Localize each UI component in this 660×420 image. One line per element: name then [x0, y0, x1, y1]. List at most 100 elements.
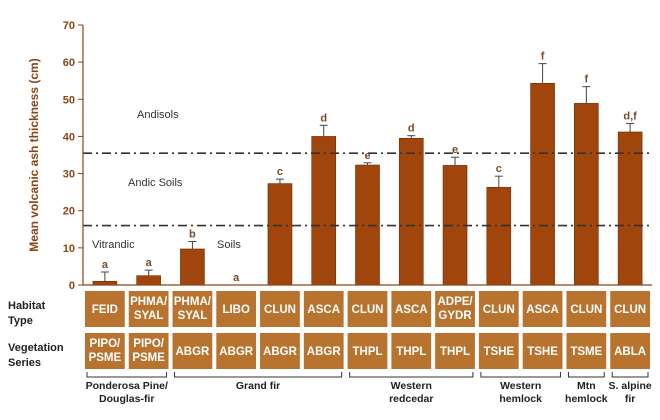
cell-box-habitat-1	[85, 291, 125, 327]
group-label-3: Western	[391, 380, 432, 392]
row-label-2: Series	[8, 357, 41, 369]
cell-box-series-13	[610, 333, 650, 369]
zone-label-1: Andisols	[137, 109, 179, 121]
habitat-label-2: SYAL	[134, 310, 164, 322]
habitat-label-9: GYDR	[438, 310, 472, 322]
significance-letter-1: a	[102, 259, 109, 271]
y-tick-label: 0	[69, 280, 75, 292]
group-labels: Ponderosa Pine/Douglas-fir Grand fir Weste…	[86, 372, 652, 405]
cell-box-habitat-6	[303, 291, 344, 327]
significance-letter-5: c	[277, 166, 283, 178]
cell-box-series-8	[391, 333, 432, 369]
group-label-5: hemlock	[565, 393, 608, 405]
group-label-1: Douglas-fir	[99, 393, 154, 405]
series-label-13: ABLA	[614, 346, 646, 358]
habitat-label-13: CLUN	[614, 304, 646, 316]
series-label-10: TSHE	[483, 346, 514, 358]
significance-letter-7: e	[364, 150, 370, 162]
habitat-label-8: ASCA	[395, 304, 428, 316]
group-label-5: Mtn	[577, 380, 596, 392]
cell-box-habitat-13	[610, 291, 650, 327]
cell-box-series-10	[478, 333, 519, 369]
group-bracket-1	[86, 372, 168, 378]
habitat-label-4: LIBO	[222, 304, 250, 316]
series-label-12: TSME	[570, 346, 602, 358]
cell-box-habitat-11	[522, 291, 563, 327]
series-label-2: PIPO/	[133, 338, 164, 350]
significance-letter-4: a	[233, 272, 240, 284]
habitat-label-3: SYAL	[178, 310, 208, 322]
series-label-2: PSME	[132, 352, 165, 364]
cell-box-series-3	[172, 333, 213, 369]
row-label-2: Vegetation	[8, 342, 64, 354]
significance-letter-9: e	[452, 144, 458, 156]
habitat-label-2: PHMA/	[130, 296, 168, 308]
group-label-4: Western	[500, 380, 541, 392]
group-bracket-4	[480, 372, 561, 378]
bar-12	[574, 103, 599, 286]
y-tick-label: 20	[63, 206, 75, 218]
bar-2	[136, 275, 161, 286]
y-tick-label: 10	[63, 243, 75, 255]
group-bracket-2	[174, 372, 343, 378]
cell-box-series-4	[216, 333, 257, 369]
group-label-6: fir	[625, 393, 636, 405]
habitat-label-1: FEID	[92, 304, 118, 316]
series-label-1: PSME	[89, 352, 122, 364]
axes: Mean volcanic ash thickness (cm)	[27, 25, 652, 286]
significance-letter-3: b	[189, 229, 196, 241]
group-label-4: hemlock	[499, 393, 542, 405]
cell-box-habitat-4	[216, 291, 257, 327]
group-bracket-5	[567, 372, 605, 378]
series-label-9: THPL	[440, 346, 470, 358]
cell-box-habitat-3	[172, 291, 213, 327]
significance-letter-8: d	[408, 123, 415, 135]
cell-box-habitat-5	[260, 291, 300, 327]
habitat-label-7: CLUN	[352, 304, 384, 316]
series-label-4: ABGR	[219, 346, 254, 358]
series-label-7: THPL	[352, 346, 382, 358]
bar-8	[398, 137, 424, 286]
habitat-label-11: ASCA	[526, 304, 559, 316]
habitat-label-9: ADPE/	[437, 296, 473, 308]
group-label-2: Grand fir	[236, 380, 280, 392]
significance-letter-2: a	[146, 257, 153, 269]
cell-box-habitat-12	[566, 291, 607, 327]
significance-letter-12: f	[585, 74, 589, 86]
habitat-label-3: PHMA/	[174, 296, 212, 308]
bars: a a b a c d e d e c f f d,f	[92, 51, 643, 286]
habitat-label-5: CLUN	[264, 304, 296, 316]
group-label-3: redcedar	[389, 393, 433, 405]
significance-letter-6: d	[320, 112, 327, 124]
row-label-1: Habitat	[8, 300, 46, 312]
series-label-3: ABGR	[175, 346, 210, 358]
cell-box-series-5	[260, 333, 300, 369]
significance-letter-13: d,f	[623, 110, 637, 122]
bar-3	[180, 248, 205, 286]
habitat-label-10: CLUN	[483, 304, 515, 316]
series-label-11: TSHE	[527, 346, 558, 358]
zone-label-3: Vitrandic	[92, 239, 135, 251]
significance-letter-11: f	[541, 51, 545, 63]
row-label-1: Type	[8, 315, 33, 327]
series-label-8: THPL	[396, 346, 426, 358]
group-label-6: S. alpine	[609, 380, 652, 392]
y-tick-label: 40	[63, 131, 75, 143]
soil-zone-labels: Andisols Andic Soils Vitrandic Soils	[92, 109, 241, 251]
cell-box-series-9	[435, 333, 475, 369]
y-tick-label: 60	[63, 57, 75, 69]
bar-13	[617, 131, 643, 286]
habitat-label-6: ASCA	[307, 304, 340, 316]
cell-box-series-6	[303, 333, 344, 369]
group-label-1: Ponderosa Pine/	[86, 380, 168, 392]
habitat-label-12: CLUN	[570, 304, 602, 316]
series-label-1: PIPO/	[90, 338, 121, 350]
series-label-6: ABGR	[307, 346, 342, 358]
cell-box-habitat-9	[435, 291, 475, 327]
cell-box-habitat-10	[478, 291, 519, 327]
y-axis-ticks: 0 10 20 30 40 50 60 70	[63, 20, 83, 292]
label-table: Habitat Type Vegetation Series FEID PIPO/PSME…	[8, 291, 650, 369]
cell-box-series-1	[85, 333, 125, 369]
bar-10	[486, 187, 512, 286]
bar-11	[530, 83, 555, 286]
